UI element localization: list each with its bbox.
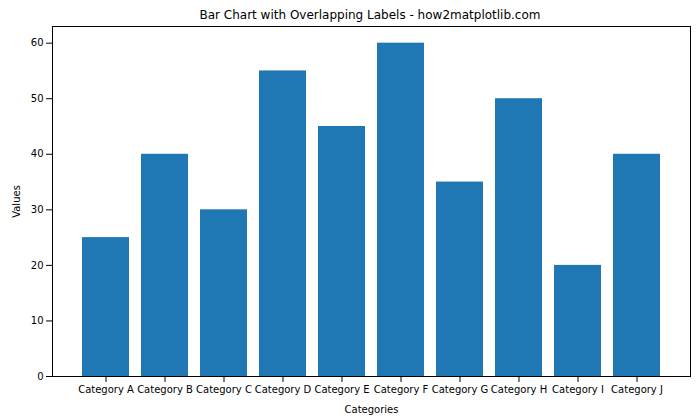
svg-text:Category B: Category B [137,384,193,395]
svg-text:Category E: Category E [314,384,369,395]
html-text:Bar Chart with Overlapping Lab: Bar Chart with Overlapping Labels - how2… [199,8,541,22]
svg-text:Category C: Category C [196,384,252,395]
svg-text:40: 40 [31,148,44,159]
svg-text:20: 20 [31,260,44,271]
svg-text:Category I: Category I [552,384,604,395]
svg-text:30: 30 [31,204,44,215]
svg-text:60: 60 [31,37,44,48]
svg-text:Category F: Category F [374,384,429,395]
svg-text:Category D: Category D [255,384,312,395]
svg-text:Category G: Category G [432,384,489,395]
svg-text:Categories: Categories [345,404,399,415]
svg-text:Category J: Category J [611,384,663,395]
svg-text:Category A: Category A [78,384,134,395]
svg-text:Category H: Category H [491,384,547,395]
svg-text:50: 50 [31,93,44,104]
svg-text:Values: Values [11,185,22,218]
svg-text:10: 10 [31,315,44,326]
svg-text:0: 0 [37,371,43,382]
